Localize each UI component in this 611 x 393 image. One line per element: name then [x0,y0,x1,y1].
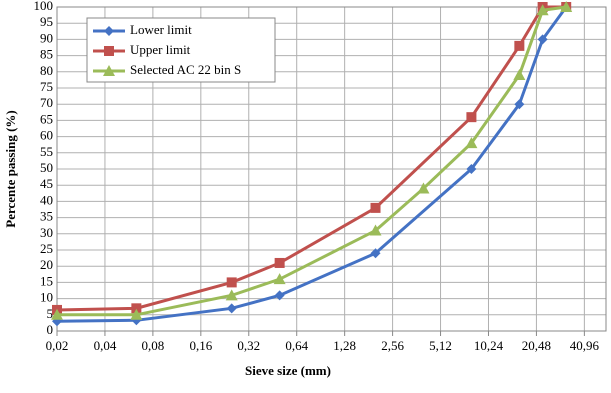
y-tick-label: 20 [40,257,53,272]
y-tick-label: 30 [40,225,53,240]
series-line [57,5,567,317]
y-tick-label: 100 [34,0,54,13]
marker [514,99,525,110]
x-tick-label: 20,48 [522,338,551,353]
y-tick-label: 35 [40,209,53,224]
marker [274,257,285,268]
legend-label: Selected AC 22 bin S [130,62,241,77]
y-axis-title: Percente passing (%) [3,110,18,227]
marker [273,273,286,285]
y-tick-label: 80 [40,63,53,78]
y-tick-label: 25 [40,241,53,256]
y-tick-label: 10 [40,290,53,305]
x-tick-label: 5,12 [429,338,452,353]
marker [226,277,237,288]
marker [560,1,573,12]
y-tick-label: 70 [40,95,53,110]
x-tick-label: 0,08 [142,338,165,353]
marker [51,308,63,320]
x-tick-label: 0,02 [46,338,69,353]
x-tick-label: 10,24 [474,338,504,353]
marker [274,290,285,301]
legend-label: Lower limit [130,22,192,37]
x-tick-label: 1,28 [333,338,356,353]
legend-marker [104,26,114,36]
marker [465,137,478,149]
legend-marker [103,65,115,76]
y-tick-label: 50 [40,160,53,175]
legend-marker [104,46,114,56]
x-tick-label: 0,04 [94,338,117,353]
marker [466,164,477,174]
y-tick-label: 85 [40,47,53,62]
marker [226,303,237,314]
marker [513,69,526,81]
plot-frame [56,6,607,332]
y-tick-label: 90 [40,30,53,45]
x-tick-label: 0,32 [237,338,260,353]
marker [370,202,381,213]
y-tick-label: 15 [40,273,53,288]
y-tick-label: 5 [47,306,54,321]
y-tick-label: 60 [40,128,53,143]
x-axis-title: Sieve size (mm) [245,363,331,378]
marker [466,112,477,123]
marker [369,224,382,236]
x-tick-label: 40,96 [570,338,600,353]
marker [514,40,525,51]
y-tick-label: 45 [40,176,53,191]
marker [130,308,143,320]
marker [417,182,430,194]
legend-label: Upper limit [130,42,191,57]
y-tick-label: 65 [40,111,53,126]
y-tick-label: 75 [40,79,53,94]
marker [537,34,548,45]
x-tick-label: 0,64 [285,338,308,353]
marker [370,248,381,259]
marker [225,289,238,301]
x-tick-label: 0,16 [189,338,212,353]
y-tick-label: 0 [47,322,54,337]
y-tick-label: 55 [40,144,53,159]
marker [131,303,142,314]
y-tick-label: 95 [40,14,53,29]
x-tick-label: 2,56 [381,338,404,353]
y-tick-label: 40 [40,192,53,207]
marker [536,4,549,16]
